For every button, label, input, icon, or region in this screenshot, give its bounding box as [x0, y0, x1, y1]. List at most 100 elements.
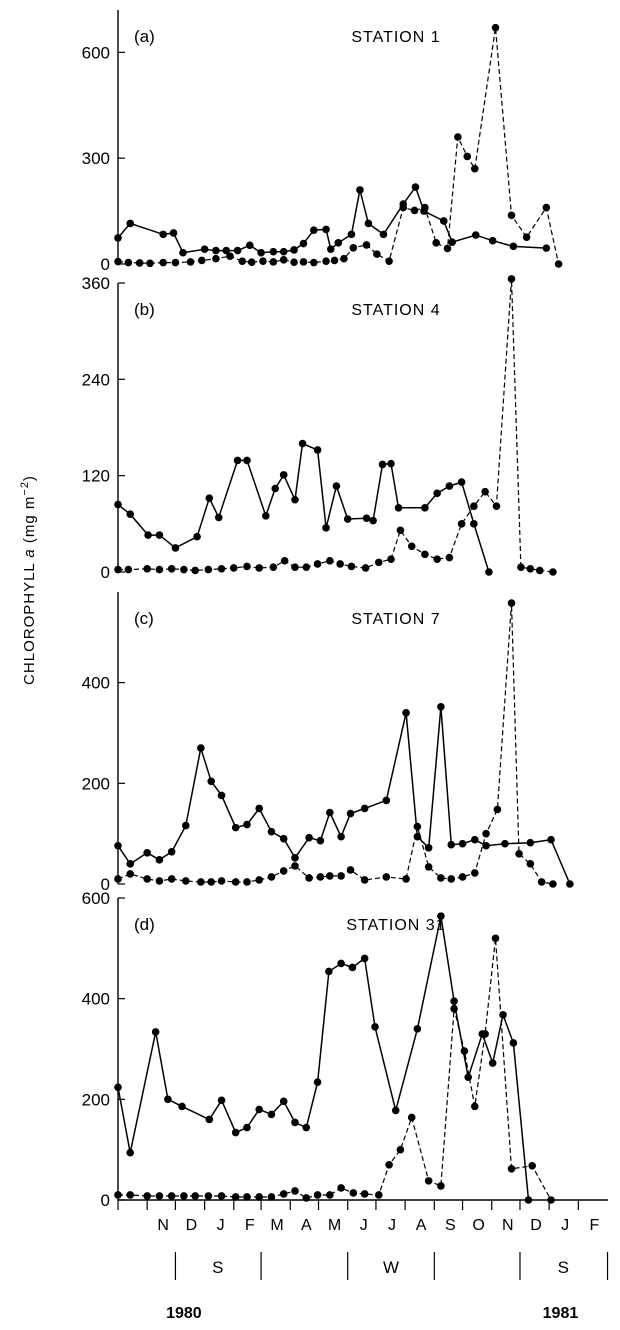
- x-tick-label: M: [328, 1217, 341, 1234]
- data-point: [226, 252, 234, 261]
- data-point: [305, 874, 313, 882]
- season-label: W: [383, 1258, 399, 1277]
- data-point: [114, 1191, 122, 1199]
- data-point: [343, 515, 352, 523]
- data-point: [402, 875, 410, 883]
- data-point: [305, 833, 313, 842]
- data-point: [255, 804, 264, 813]
- ylabel-unit: (mg m: [21, 496, 38, 544]
- data-point: [267, 1193, 276, 1201]
- data-point: [424, 843, 433, 852]
- y-tick-label: 600: [82, 889, 110, 908]
- data-point: [537, 878, 546, 886]
- x-tick-label: D: [530, 1217, 542, 1234]
- data-point: [290, 246, 298, 254]
- data-point: [470, 502, 478, 510]
- data-point: [346, 866, 355, 874]
- data-point: [450, 1004, 458, 1013]
- data-point: [361, 564, 370, 572]
- data-point: [207, 777, 215, 786]
- x-tick-label: J: [561, 1217, 569, 1234]
- data-point: [197, 744, 205, 752]
- data-point: [290, 258, 298, 267]
- data-point: [394, 503, 403, 512]
- ylabel-main: CHLOROPHYLL: [21, 558, 38, 685]
- data-point: [371, 1023, 379, 1031]
- solid-series-line: [117, 915, 530, 1201]
- data-point: [279, 1190, 288, 1198]
- data-point: [214, 513, 223, 522]
- ylabel-italic: a: [21, 543, 38, 558]
- panel-3: 0 200 400 (c) STATION 7: [82, 592, 574, 894]
- data-point: [528, 1161, 537, 1170]
- y-axis-label: CHLOROPHYLL a (mg m−2): [19, 475, 38, 685]
- data-point: [322, 225, 330, 234]
- data-point: [507, 275, 516, 283]
- data-point: [387, 459, 395, 468]
- data-point: [385, 1160, 393, 1169]
- data-point: [374, 1191, 383, 1199]
- data-point: [448, 238, 456, 246]
- data-point: [181, 821, 190, 830]
- data-point: [255, 1193, 264, 1201]
- data-point: [126, 860, 135, 868]
- data-point: [424, 1177, 433, 1185]
- data-point: [243, 878, 251, 886]
- data-point: [450, 997, 458, 1005]
- data-point: [114, 1083, 122, 1092]
- y-tick-label: 0: [101, 255, 110, 274]
- solid-series-line: [117, 706, 571, 885]
- data-point: [279, 247, 288, 256]
- data-point: [191, 566, 199, 575]
- data-point: [447, 840, 456, 849]
- data-point: [217, 1096, 226, 1105]
- data-point: [257, 248, 265, 257]
- data-point: [492, 502, 501, 510]
- data-point: [231, 878, 240, 886]
- data-point: [155, 531, 164, 539]
- data-point: [488, 236, 497, 245]
- data-point: [488, 1059, 497, 1067]
- data-point: [433, 489, 441, 498]
- data-point: [159, 258, 167, 267]
- data-point: [269, 563, 278, 571]
- data-point: [437, 874, 445, 882]
- data-point: [443, 244, 452, 253]
- data-point: [146, 259, 154, 268]
- data-point: [207, 878, 215, 886]
- data-point: [421, 503, 429, 512]
- panel-2: 0 120 240 360 (b) STATION 4: [82, 274, 557, 582]
- data-point: [526, 860, 535, 868]
- data-point: [114, 234, 122, 242]
- data-point: [155, 856, 164, 864]
- data-point: [437, 702, 445, 711]
- data-point: [458, 873, 467, 881]
- year-label: 1980: [166, 1305, 202, 1322]
- y-tick-label: 0: [101, 1191, 110, 1210]
- data-point: [547, 835, 555, 844]
- data-point: [291, 563, 299, 571]
- data-point: [364, 219, 373, 228]
- data-point: [259, 257, 267, 265]
- data-point: [229, 564, 238, 572]
- data-point: [267, 873, 276, 881]
- data-point: [407, 1113, 416, 1122]
- data-point: [269, 258, 278, 266]
- data-point: [191, 1192, 199, 1200]
- data-point: [542, 244, 551, 252]
- data-point: [325, 967, 333, 976]
- data-point: [491, 934, 500, 943]
- data-point: [402, 709, 410, 717]
- data-point: [231, 1128, 240, 1137]
- data-point: [114, 841, 122, 850]
- x-tick-label: F: [245, 1217, 255, 1234]
- data-point: [243, 1193, 251, 1201]
- data-point: [155, 877, 164, 885]
- solid-series-line: [117, 185, 547, 254]
- data-point: [337, 1184, 345, 1192]
- data-point: [330, 256, 339, 265]
- data-point: [291, 1118, 299, 1127]
- data-point: [143, 1192, 151, 1200]
- data-point: [515, 849, 523, 858]
- data-point: [135, 259, 144, 267]
